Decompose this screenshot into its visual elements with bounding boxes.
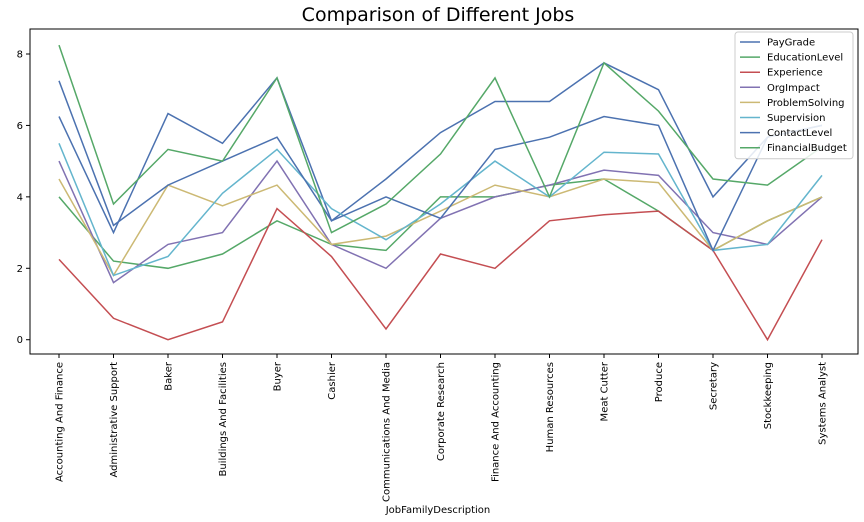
x-tick-label: Meat Cutter — [600, 361, 611, 421]
legend-label: PayGrade — [767, 38, 815, 49]
legend: PayGrade EducationLevel Experience OrgImpac… — [734, 31, 854, 160]
x-axis-label: JobFamilyDescription — [385, 505, 491, 516]
legend-label: ProblemSolving — [767, 98, 845, 109]
legend-box — [734, 31, 854, 160]
x-tick-label: Stockkeeping — [763, 362, 774, 429]
x-tick-label: Cashier — [327, 361, 338, 400]
plot-lines — [58, 44, 823, 342]
series-line-problemsolving — [58, 178, 823, 277]
y-tick-label: 2 — [17, 264, 23, 275]
x-tick-label: Administrative Support — [109, 362, 120, 478]
series-line-financialbudget — [58, 44, 823, 234]
x-tick-label: Human Resources — [545, 362, 556, 452]
legend-label: Experience — [767, 68, 823, 79]
x-tick-label: Systems Analyst — [818, 362, 829, 445]
x-tick-label: Produce — [654, 362, 665, 402]
chart-title: Comparison of Different Jobs — [302, 4, 575, 26]
series-line-experience — [58, 207, 823, 342]
y-tick-label: 4 — [17, 192, 23, 203]
series-line-supervision — [58, 143, 823, 277]
legend-label: ContactLevel — [767, 128, 832, 139]
x-tick-label: Secretary — [709, 362, 720, 410]
plot-frame — [29, 28, 859, 355]
x-tick-label: Buyer — [273, 361, 284, 391]
y-tick-label: 8 — [17, 50, 23, 61]
x-tick-label: Finance And Accounting — [491, 362, 502, 482]
x-tick-label: Buildings And Facilities — [218, 362, 229, 477]
series-line-contactlevel — [58, 80, 823, 253]
x-tick-label: Corporate Research — [436, 362, 447, 461]
series-line-paygrade — [58, 62, 823, 235]
y-tick-label: 6 — [17, 121, 23, 132]
legend-label: FinancialBudget — [767, 143, 847, 154]
x-tick-label: Accounting And Finance — [55, 362, 66, 482]
legend-label: EducationLevel — [767, 53, 843, 64]
legend-label: Supervision — [767, 113, 825, 124]
x-axis: Accounting And Finance Administrative Sup… — [55, 354, 829, 502]
y-axis: 0 2 4 6 8 — [17, 50, 30, 346]
x-tick-label: Communications And Media — [382, 362, 393, 502]
x-tick-label: Baker — [164, 361, 175, 391]
y-tick-label: 0 — [17, 335, 23, 346]
legend-label: OrgImpact — [767, 83, 820, 94]
